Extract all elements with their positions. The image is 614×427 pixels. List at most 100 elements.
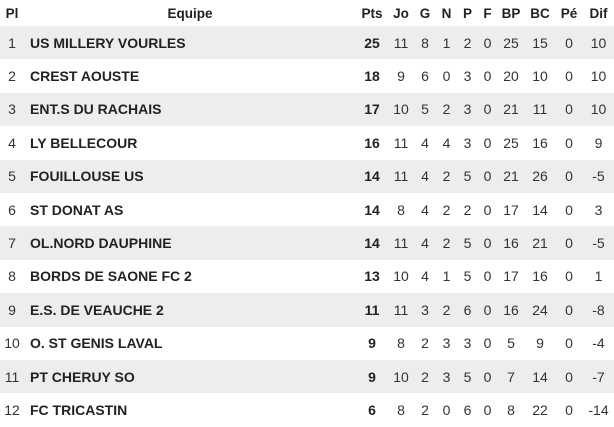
cell-points: 9 bbox=[368, 335, 376, 352]
cell-team: FC TRICASTIN bbox=[30, 401, 128, 418]
cell-rank: 6 bbox=[8, 201, 16, 218]
cell-drawn: 0 bbox=[442, 401, 451, 418]
cell-penalty: 0 bbox=[555, 26, 583, 60]
cell-team: PT CHERUY SO bbox=[24, 359, 356, 394]
cell-goals-against: 16 bbox=[532, 268, 548, 285]
table-row: 8 BORDS DE SAONE FC 2 13 10 4 1 5 0 17 16 0 1 bbox=[0, 260, 614, 293]
table-row: 6 ST DONAT AS 14 8 4 2 2 0 17 14 0 3 bbox=[0, 193, 614, 226]
cell-goals-for: 25 bbox=[497, 26, 525, 60]
cell-forfeit: 0 bbox=[483, 201, 492, 218]
cell-points: 9 bbox=[356, 359, 388, 394]
cell-goals-for: 17 bbox=[503, 201, 519, 218]
cell-goals-for: 17 bbox=[503, 268, 519, 285]
cell-goal-diff: 10 bbox=[583, 26, 614, 60]
cell-goals-for: 21 bbox=[497, 159, 525, 193]
cell-forfeit: 0 bbox=[478, 92, 497, 127]
cell-played: 10 bbox=[393, 268, 409, 285]
cell-won: 4 bbox=[421, 268, 429, 285]
cell-played: 8 bbox=[397, 201, 405, 218]
cell-played: 11 bbox=[388, 26, 414, 60]
table-row: 2 CREST AOUSTE 18 9 6 0 3 0 20 10 0 10 bbox=[0, 59, 614, 92]
cell-forfeit: 0 bbox=[478, 26, 497, 60]
cell-points: 14 bbox=[364, 201, 380, 218]
cell-played: 10 bbox=[388, 92, 414, 127]
cell-won: 4 bbox=[421, 201, 429, 218]
cell-lost: 2 bbox=[463, 201, 472, 218]
cell-team: OL.NORD DAUPHINE bbox=[24, 226, 356, 260]
cell-goal-diff: -5 bbox=[583, 159, 614, 193]
cell-points: 18 bbox=[364, 68, 380, 85]
header-row: Pl Equipe Pts Jo G N P F BP BC Pé Dif bbox=[0, 0, 614, 26]
cell-forfeit: 0 bbox=[478, 293, 497, 327]
cell-team: US MILLERY VOURLES bbox=[24, 26, 356, 60]
cell-forfeit: 0 bbox=[478, 159, 497, 193]
cell-lost: 3 bbox=[463, 335, 472, 352]
cell-drawn: 3 bbox=[436, 359, 457, 394]
cell-won: 6 bbox=[421, 68, 429, 85]
cell-played: 11 bbox=[388, 293, 414, 327]
cell-team: O. ST GENIS LAVAL bbox=[30, 335, 163, 352]
header-drawn: N bbox=[441, 5, 452, 21]
header-rank: Pl bbox=[5, 5, 19, 21]
cell-lost: 6 bbox=[457, 293, 478, 327]
cell-goals-against: 11 bbox=[525, 92, 555, 127]
header-goals-for: BP bbox=[501, 5, 521, 21]
cell-rank: 9 bbox=[0, 293, 24, 327]
table-row: 5 FOUILLOUSE US 14 11 4 2 5 0 21 26 0 -5 bbox=[0, 159, 614, 193]
cell-rank: 2 bbox=[8, 68, 16, 85]
cell-penalty: 0 bbox=[565, 401, 573, 418]
table-row: 7 OL.NORD DAUPHINE 14 11 4 2 5 0 16 21 0 -5 bbox=[0, 226, 614, 260]
cell-played: 9 bbox=[397, 68, 405, 85]
cell-won: 8 bbox=[414, 26, 436, 60]
cell-goals-against: 21 bbox=[525, 226, 555, 260]
cell-played: 11 bbox=[388, 226, 414, 260]
cell-goals-for: 16 bbox=[497, 226, 525, 260]
cell-team: CREST AOUSTE bbox=[30, 68, 140, 85]
cell-forfeit: 0 bbox=[478, 226, 497, 260]
cell-goals-for: 7 bbox=[497, 359, 525, 394]
cell-goals-for: 21 bbox=[497, 92, 525, 127]
table-row: 9 E.S. DE VEAUCHE 2 11 11 3 2 6 0 16 24 0 -8 bbox=[0, 293, 614, 327]
cell-penalty: 0 bbox=[565, 335, 573, 352]
header-penalty: Pé bbox=[560, 5, 578, 21]
cell-lost: 3 bbox=[463, 134, 472, 151]
cell-team: ENT.S DU RACHAIS bbox=[24, 92, 356, 127]
cell-forfeit: 0 bbox=[483, 268, 492, 285]
header-played: Jo bbox=[393, 5, 409, 21]
cell-lost: 3 bbox=[457, 92, 478, 127]
header-points: Pts bbox=[361, 5, 383, 21]
cell-forfeit: 0 bbox=[483, 68, 492, 85]
cell-goals-for: 25 bbox=[503, 134, 519, 151]
cell-goal-diff: -14 bbox=[588, 401, 609, 418]
cell-forfeit: 0 bbox=[483, 134, 492, 151]
cell-won: 5 bbox=[414, 92, 436, 127]
cell-points: 14 bbox=[356, 226, 388, 260]
cell-lost: 5 bbox=[463, 268, 472, 285]
cell-drawn: 2 bbox=[442, 201, 451, 218]
cell-goal-diff: 10 bbox=[590, 68, 607, 85]
cell-drawn: 2 bbox=[436, 159, 457, 193]
cell-played: 10 bbox=[388, 359, 414, 394]
cell-goal-diff: -4 bbox=[592, 335, 605, 352]
cell-rank: 1 bbox=[0, 26, 24, 60]
cell-goals-for: 8 bbox=[507, 401, 515, 418]
cell-won: 2 bbox=[421, 335, 429, 352]
cell-rank: 5 bbox=[0, 159, 24, 193]
cell-goals-for: 5 bbox=[507, 335, 515, 352]
cell-team: BORDS DE SAONE FC 2 bbox=[30, 268, 192, 285]
cell-penalty: 0 bbox=[555, 159, 583, 193]
cell-points: 16 bbox=[364, 134, 380, 151]
cell-team: FOUILLOUSE US bbox=[24, 159, 356, 193]
cell-goals-against: 22 bbox=[532, 401, 548, 418]
cell-forfeit: 0 bbox=[478, 359, 497, 394]
cell-rank: 11 bbox=[0, 359, 24, 394]
cell-forfeit: 0 bbox=[483, 335, 492, 352]
cell-drawn: 2 bbox=[436, 92, 457, 127]
cell-drawn: 1 bbox=[436, 26, 457, 60]
cell-lost: 3 bbox=[463, 68, 472, 85]
cell-drawn: 1 bbox=[442, 268, 451, 285]
cell-goal-diff: -5 bbox=[583, 226, 614, 260]
cell-points: 11 bbox=[356, 293, 388, 327]
cell-penalty: 0 bbox=[555, 92, 583, 127]
cell-points: 17 bbox=[356, 92, 388, 127]
